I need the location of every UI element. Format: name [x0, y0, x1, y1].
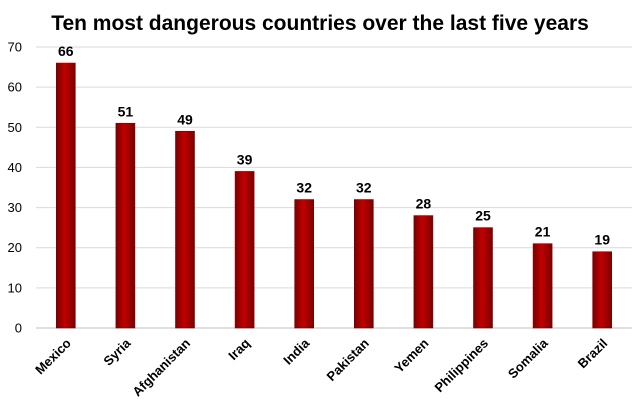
data-label: 39 — [237, 151, 253, 167]
data-label: 25 — [475, 208, 491, 224]
y-tick-label: 50 — [8, 120, 22, 135]
y-tick-label: 70 — [8, 40, 22, 55]
data-label: 51 — [118, 103, 134, 119]
data-label: 21 — [535, 224, 551, 240]
x-tick-label: Pakistan — [323, 335, 371, 383]
data-label: 32 — [296, 180, 312, 196]
grid-layer — [36, 46, 632, 329]
x-tick-label: Iraq — [225, 335, 253, 363]
x-tick-label: Somalia — [505, 335, 551, 381]
bar-philippines — [473, 227, 493, 329]
x-tick-label: India — [280, 335, 313, 368]
y-tick-label: 40 — [8, 160, 22, 175]
bar-somalia — [532, 243, 553, 329]
data-label: 49 — [177, 111, 193, 127]
x-tick-label: Mexico — [32, 335, 74, 377]
bar-syria — [115, 122, 136, 329]
x-tick-label: Philippines — [431, 336, 491, 396]
data-label: 19 — [594, 232, 610, 248]
y-axis: 0 10 20 30 40 50 60 70 — [8, 40, 22, 336]
x-tick-label: Brazil — [575, 336, 611, 372]
data-label: 66 — [58, 43, 74, 59]
y-tick-label: 0 — [15, 321, 22, 336]
data-label: 28 — [416, 196, 432, 212]
bar-pakistan — [353, 199, 374, 329]
bar-india — [294, 199, 315, 329]
chart-title: Ten most dangerous countries over the la… — [51, 12, 589, 35]
data-label: 32 — [356, 180, 372, 196]
x-tick-label: Yemen — [391, 335, 431, 375]
bar-mexico — [55, 62, 76, 329]
y-tick-label: 10 — [8, 280, 22, 295]
bar-brazil — [592, 251, 613, 329]
x-tick-label: Afghanistan — [129, 335, 193, 399]
bar-afghanistan — [175, 131, 195, 329]
bar-yemen — [413, 215, 434, 329]
x-tick-label: Syria — [100, 335, 134, 369]
y-tick-label: 60 — [8, 80, 22, 95]
y-tick-label: 30 — [8, 200, 22, 215]
bar-layer — [55, 62, 613, 329]
y-tick-label: 20 — [8, 240, 22, 255]
bar-iraq — [234, 171, 255, 329]
